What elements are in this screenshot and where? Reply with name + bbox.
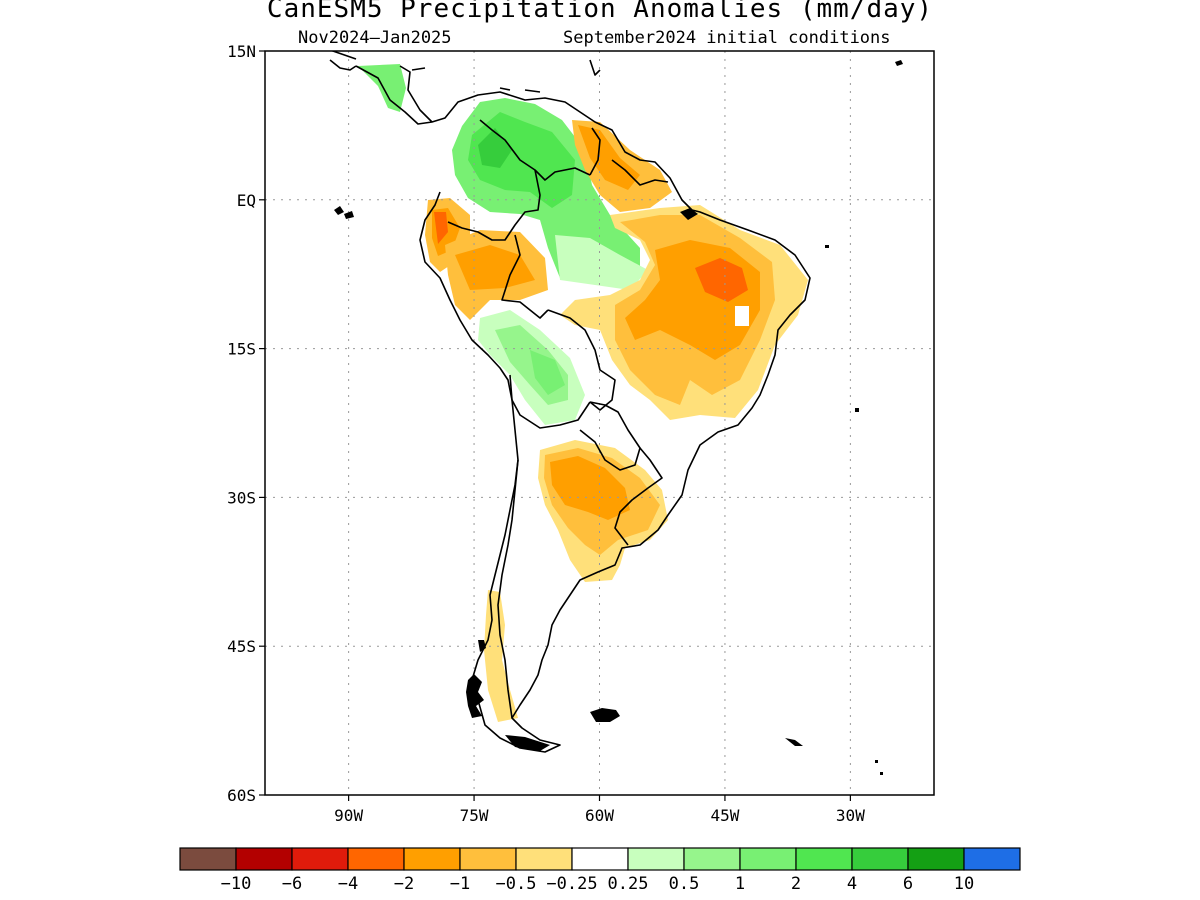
colorbar-label: −1 [450, 874, 470, 894]
falkland-islands [590, 708, 620, 722]
colorbar-swatch [459, 847, 517, 871]
colorbar-label: −6 [282, 874, 302, 894]
colorbar-swatch [683, 847, 741, 871]
colorbar-swatch [571, 847, 629, 871]
anomaly-patagonia-dry [484, 590, 518, 722]
colorbar-swatch [739, 847, 797, 871]
colorbar-swatch [907, 847, 965, 871]
border-peru-brazil [501, 234, 549, 319]
colorbar-swatch [403, 847, 461, 871]
initial-conditions: September2024 initial conditions [563, 28, 891, 48]
colorbar-swatch [963, 847, 1021, 871]
lat-label: 15N [227, 42, 256, 61]
anomaly-bolivia-wet-peak [530, 350, 565, 395]
south-georgia [785, 738, 803, 746]
anomaly-northwest-wet-peak [478, 128, 512, 168]
colorbar-swatch [795, 847, 853, 871]
colorbar: −10 −6 −4 −2 −1 −0.5 −0.25 0.25 0.5 1 2 4 6 10 [179, 847, 1021, 894]
marajo-island [680, 208, 698, 220]
central-america-coast [329, 59, 433, 123]
coastlines-borders [329, 51, 811, 753]
lat-label: 30S [227, 488, 256, 507]
colorbar-label: 1 [735, 874, 745, 894]
galapagos-islands [334, 206, 354, 219]
colorbar-swatch [851, 847, 909, 871]
colorbar-label: 4 [847, 874, 857, 894]
colorbar-swatch [627, 847, 685, 871]
colorbar-label: 0.5 [669, 874, 700, 894]
anomaly-peru-dry-core [455, 245, 535, 290]
border-guianas [611, 159, 669, 186]
anomaly-ecuador-dry-peak [434, 212, 448, 244]
lon-label: 90W [334, 806, 363, 825]
lat-label: EQ [237, 191, 256, 210]
caribbean-islands [411, 59, 601, 93]
chilean-fjord-islands [466, 640, 486, 718]
colorbar-label: −0.5 [496, 874, 537, 894]
colorbar-swatch [179, 847, 237, 871]
border-bolivia-chile-argentina [509, 374, 591, 429]
anomaly-fields [358, 64, 808, 722]
axes: 15N EQ 15S 30S 45S 60S 90W 75W 60W 45W 30W [227, 42, 865, 825]
map-title: CanESM5 Precipitation Anomalies (mm/day) [266, 0, 934, 24]
colorbar-swatch [235, 847, 293, 871]
colorbar-label: 10 [954, 874, 974, 894]
lat-label: 60S [227, 786, 256, 805]
atlantic-islets [825, 60, 903, 775]
border-colombia-brazil [447, 169, 541, 241]
colorbar-swatch [291, 847, 349, 871]
border-paraguay [579, 401, 641, 471]
colorbar-swatch [515, 847, 573, 871]
lat-label: 15S [227, 340, 256, 359]
lat-label: 45S [227, 637, 256, 656]
border-argentina-brazil-uruguay [614, 447, 663, 546]
border-venezuela-guyana [589, 127, 601, 176]
anomaly-argentina-dry-core [550, 456, 630, 520]
colorbar-label: −10 [221, 874, 252, 894]
anomaly-missing-cell [735, 306, 749, 326]
border-chile-argentina [497, 459, 519, 719]
lon-label: 30W [836, 806, 865, 825]
anomaly-amazon-wet-tail [555, 235, 648, 290]
lon-label: 75W [460, 806, 489, 825]
anomaly-brazil-dry-peak [695, 258, 748, 302]
tierra-del-fuego [505, 735, 550, 751]
colorbar-swatch [347, 847, 405, 871]
anomaly-guianas-dry-core [578, 125, 640, 190]
lon-label: 60W [585, 806, 614, 825]
islands [334, 60, 903, 775]
colorbar-label: 0.25 [608, 874, 649, 894]
lon-label: 45W [710, 806, 739, 825]
border-bolivia-brazil [547, 309, 616, 411]
colorbar-label: 2 [791, 874, 801, 894]
colorbar-label: −0.25 [546, 874, 597, 894]
colorbar-label: −4 [338, 874, 358, 894]
forecast-period: Nov2024–Jan2025 [298, 28, 452, 48]
colorbar-label: −2 [394, 874, 414, 894]
anomaly-central-america-wet [358, 64, 406, 112]
colorbar-label: 6 [903, 874, 913, 894]
